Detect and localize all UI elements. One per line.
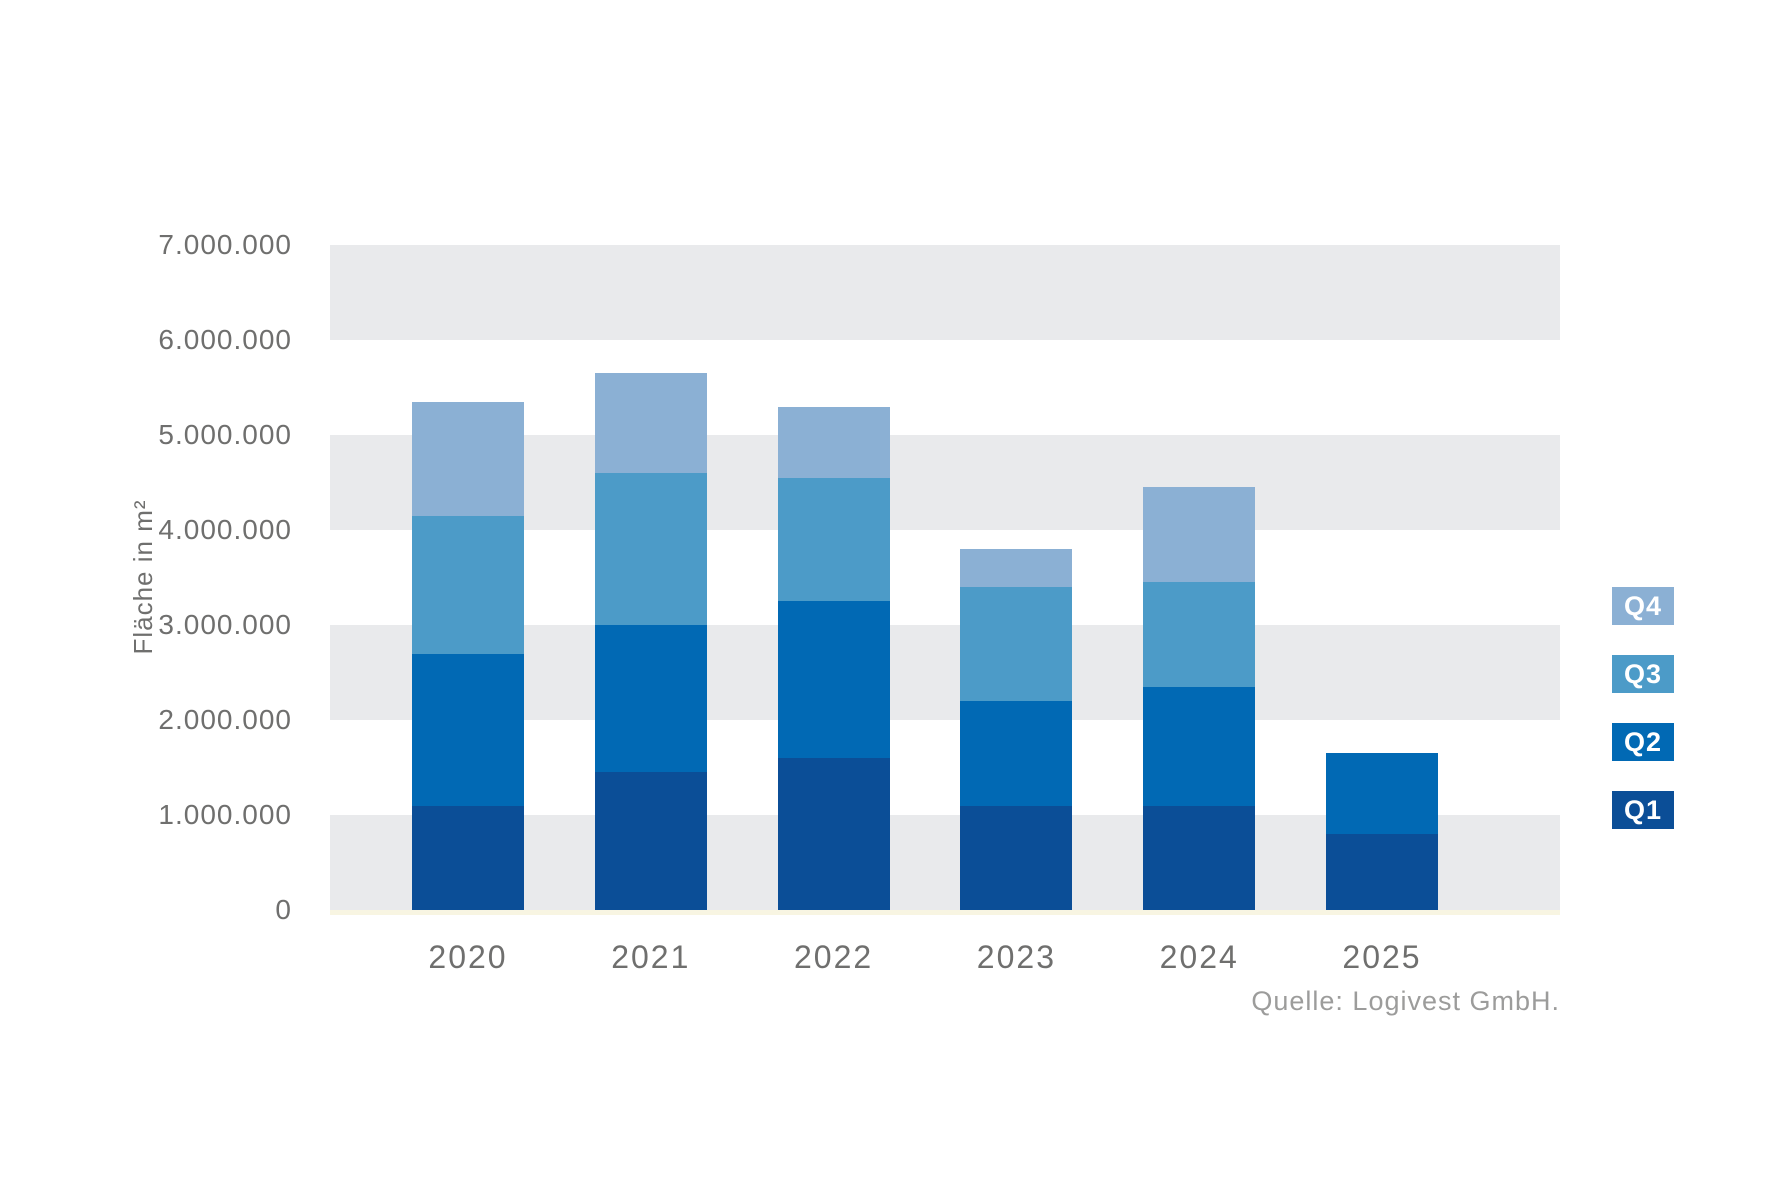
bar-2021-segment-q1 <box>594 772 707 910</box>
y-tick-label: 3.000.000 <box>158 609 292 640</box>
bar-2022-segment-q1 <box>777 758 890 910</box>
bar-2020-segment-q4 <box>412 401 524 516</box>
x-tick-label-2022: 2022 <box>794 939 874 975</box>
bar-2024-segment-q1 <box>1143 805 1256 910</box>
bar-2020-segment-q3 <box>412 515 524 654</box>
y-tick-label: 5.000.000 <box>158 419 292 450</box>
x-tick-label-2021: 2021 <box>611 939 691 975</box>
bar-2022-segment-q2 <box>777 601 890 758</box>
bar-2025-segment-q2 <box>1326 753 1438 834</box>
bar-2020-segment-q2 <box>412 653 524 806</box>
legend-item-q3: Q3 <box>1612 655 1674 693</box>
x-tick-label-2023: 2023 <box>976 939 1056 975</box>
bar-2021-segment-q2 <box>594 625 707 773</box>
bar-2024-segment-q2 <box>1143 686 1256 806</box>
bar-2023-segment-q2 <box>960 701 1073 806</box>
bar-2022-segment-q3 <box>777 477 890 602</box>
y-tick-label: 2.000.000 <box>158 704 292 735</box>
bar-2024-segment-q4 <box>1143 487 1256 583</box>
plot-area <box>330 245 1560 910</box>
y-tick-label: 4.000.000 <box>158 514 292 545</box>
bar-2025-segment-q1 <box>1326 834 1438 910</box>
zero-baseline <box>330 910 1560 915</box>
bar-2022-segment-q4 <box>777 406 890 478</box>
x-tick-label-2020: 2020 <box>428 939 508 975</box>
y-tick-label: 1.000.000 <box>158 799 292 830</box>
bar-2021-segment-q3 <box>594 473 707 625</box>
legend-item-q2: Q2 <box>1612 723 1674 761</box>
y-tick-label: 6.000.000 <box>158 324 292 355</box>
bar-2020-segment-q1 <box>412 805 524 910</box>
bar-2024-segment-q3 <box>1143 582 1256 687</box>
bar-2023-segment-q4 <box>960 549 1073 587</box>
bar-2023-segment-q3 <box>960 587 1073 701</box>
bar-2023-segment-q1 <box>960 805 1073 910</box>
x-tick-label-2024: 2024 <box>1159 939 1239 975</box>
legend-item-q1: Q1 <box>1612 791 1674 829</box>
bar-2021-segment-q4 <box>594 373 707 473</box>
legend-item-q4: Q4 <box>1612 587 1674 625</box>
grid-band <box>330 435 1560 530</box>
x-tick-label-2025: 2025 <box>1342 939 1422 975</box>
y-tick-label: 7.000.000 <box>158 229 292 260</box>
y-tick-label: 0 <box>275 894 292 925</box>
grid-band <box>330 625 1560 720</box>
source-credit: Quelle: Logivest GmbH. <box>1251 986 1560 1016</box>
grid-band <box>330 245 1560 340</box>
